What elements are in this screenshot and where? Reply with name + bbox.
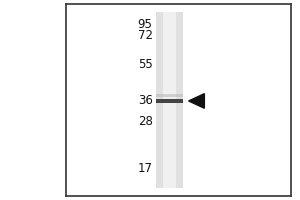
Text: 55: 55 bbox=[138, 58, 153, 71]
Text: 36: 36 bbox=[138, 94, 153, 107]
Text: 17: 17 bbox=[138, 162, 153, 175]
Text: 95: 95 bbox=[138, 18, 153, 31]
Bar bbox=[156, 99, 183, 103]
Bar bbox=[156, 94, 183, 97]
Bar bbox=[163, 12, 176, 188]
Polygon shape bbox=[189, 94, 204, 108]
Text: 28: 28 bbox=[138, 115, 153, 128]
Text: 72: 72 bbox=[138, 29, 153, 42]
Bar bbox=[156, 12, 183, 188]
